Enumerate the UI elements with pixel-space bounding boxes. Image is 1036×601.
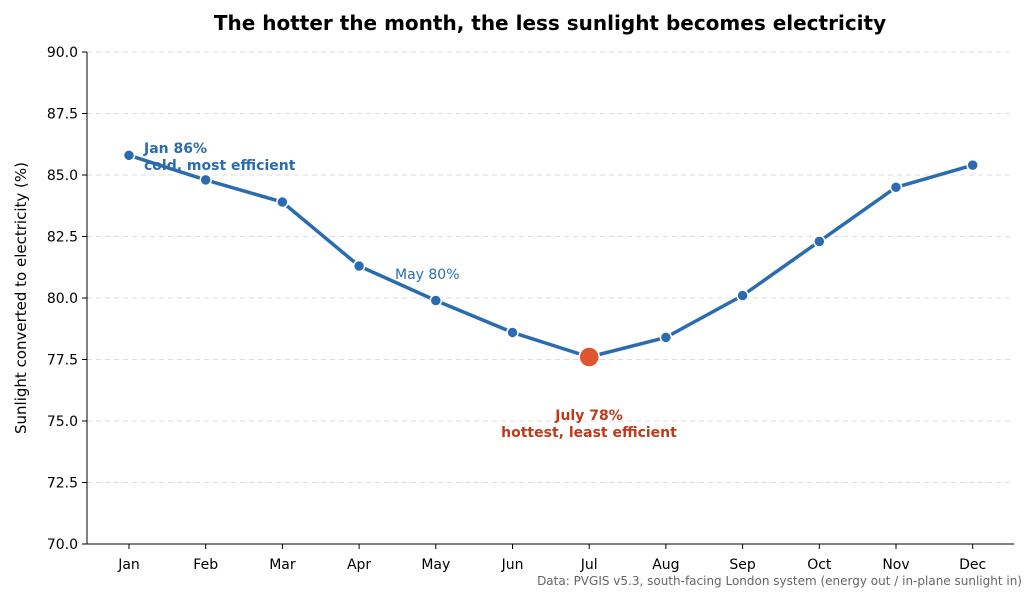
data-point-jun (506, 326, 519, 339)
y-tick-label-6: 85.0 (47, 168, 78, 184)
y-axis-ticks: 70.0 72.5 75.0 77.5 80.0 82.5 85.0 87.5 90.0 (47, 45, 87, 553)
data-points (122, 149, 979, 368)
x-tick-label-jan: Jan (117, 557, 140, 573)
annotation-jul-line1: July 78% (554, 408, 622, 424)
source-note: Data: PVGIS v5.3, south-facing London sy… (537, 574, 1022, 588)
data-point-may (429, 294, 443, 307)
data-point-aug (659, 331, 673, 344)
data-point-dec (966, 158, 979, 172)
y-tick-label-7: 87.5 (47, 107, 78, 123)
x-axis-ticks: Jan Feb Mar Apr May Jun Jul Aug Sep Oct Nov Dec (117, 544, 986, 573)
y-tick-label-8: 90.0 (47, 45, 78, 61)
annotation-jul-line2: hottest, least efficient (501, 425, 677, 441)
y-tick-label-5: 82.5 (47, 230, 78, 246)
x-tick-label-sep: Sep (729, 557, 756, 573)
data-point-mar (276, 195, 289, 209)
data-point-apr (352, 259, 366, 273)
y-tick-label-3: 77.5 (47, 353, 78, 369)
x-tick-label-may: May (421, 557, 450, 573)
data-point-jul (578, 346, 600, 368)
data-point-nov (889, 181, 903, 194)
data-point-sep (736, 289, 749, 302)
annotation-jan-line1: Jan 86% (143, 141, 207, 157)
y-tick-label-4: 80.0 (47, 291, 78, 307)
y-tick-label-0: 70.0 (47, 537, 78, 553)
x-tick-label-apr: Apr (347, 557, 371, 573)
series-line (128, 153, 974, 359)
x-tick-label-aug: Aug (652, 557, 679, 573)
x-tick-label-oct: Oct (807, 557, 832, 573)
x-tick-label-jul: Jul (580, 557, 598, 573)
annotation-jan-line2: cold, most efficient (144, 158, 296, 174)
x-tick-label-feb: Feb (193, 557, 218, 573)
y-axis-title: Sunlight converted to electricity (%) (12, 162, 30, 434)
y-tick-label-1: 72.5 (47, 476, 78, 492)
gridlines (87, 51, 1014, 483)
data-point-feb (199, 173, 212, 187)
x-tick-label-nov: Nov (882, 557, 909, 573)
annotation-may: May 80% (395, 267, 460, 283)
x-tick-label-mar: Mar (269, 557, 296, 573)
x-tick-label-jun: Jun (501, 557, 524, 573)
x-tick-label-dec: Dec (959, 557, 986, 573)
data-point-oct (813, 235, 826, 248)
y-tick-label-2: 75.0 (47, 414, 78, 430)
chart-title: The hotter the month, the less sunlight … (214, 11, 886, 35)
data-point-jan (122, 149, 136, 162)
